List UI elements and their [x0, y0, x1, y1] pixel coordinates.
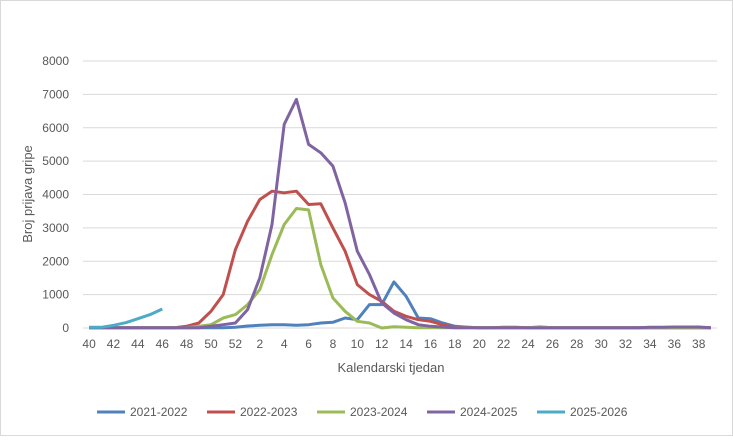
x-tick-label: 44 [131, 337, 145, 351]
x-tick-label: 10 [351, 337, 365, 351]
x-tick-label: 26 [546, 337, 560, 351]
legend-label: 2025-2026 [570, 405, 628, 419]
y-axis-label: Broj prijava gripe [20, 145, 35, 243]
y-tick-label: 4000 [42, 188, 69, 202]
series-line-2021-2022 [89, 280, 711, 330]
x-tick-label: 48 [180, 337, 194, 351]
x-axis-label: Kalendarski tjedan [338, 360, 445, 375]
x-tick-label: 24 [521, 337, 535, 351]
series-line-2023-2024 [89, 207, 711, 330]
y-tick-label: 5000 [42, 154, 69, 168]
x-tick-label: 36 [668, 337, 682, 351]
y-tick-label: 1000 [42, 288, 69, 302]
x-tick-label: 38 [692, 337, 706, 351]
x-tick-label: 40 [82, 337, 96, 351]
series-line-2025-2026 [89, 307, 163, 329]
x-tick-label: 18 [448, 337, 462, 351]
x-tick-label: 42 [107, 337, 121, 351]
x-tick-label: 32 [619, 337, 633, 351]
y-tick-label: 2000 [42, 254, 69, 268]
legend-label: 2023-2024 [350, 405, 408, 419]
x-tick-label: 2 [256, 337, 263, 351]
legend: 2021-2022 2022-2023 2023-2024 2024-2025 2025… [97, 405, 628, 419]
x-tick-label: 14 [399, 337, 413, 351]
series-line-2022-2023 [89, 189, 711, 330]
x-tick-label: 6 [305, 337, 312, 351]
y-tick-label: 3000 [42, 221, 69, 235]
x-tick-label: 8 [330, 337, 337, 351]
x-axis-ticks: 40 42 44 46 48 50 52 2 4 6 8 10 12 14 16 18 20 22 24 26 28 30… [82, 337, 705, 351]
x-tick-label: 20 [473, 337, 487, 351]
x-tick-label: 50 [204, 337, 218, 351]
x-tick-label: 46 [156, 337, 170, 351]
legend-label: 2022-2023 [240, 405, 298, 419]
gridlines [83, 60, 717, 296]
y-tick-label: 0 [62, 321, 69, 335]
x-tick-label: 22 [497, 337, 511, 351]
x-tick-label: 12 [375, 337, 389, 351]
y-axis-ticks: 0 1000 2000 3000 4000 5000 6000 7000 8000 [42, 54, 69, 335]
legend-label: 2024-2025 [460, 405, 518, 419]
x-tick-label: 28 [570, 337, 584, 351]
x-tick-label: 34 [643, 337, 657, 351]
x-tick-label: 30 [594, 337, 608, 351]
y-tick-label: 7000 [42, 87, 69, 101]
x-tick-label: 52 [229, 337, 243, 351]
series-lines [89, 97, 711, 330]
y-tick-label: 6000 [42, 121, 69, 135]
x-tick-label: 16 [424, 337, 438, 351]
x-tick-label: 4 [281, 337, 288, 351]
y-tick-label: 8000 [42, 54, 69, 68]
legend-label: 2021-2022 [130, 405, 188, 419]
series-line-2024-2025 [89, 97, 711, 330]
